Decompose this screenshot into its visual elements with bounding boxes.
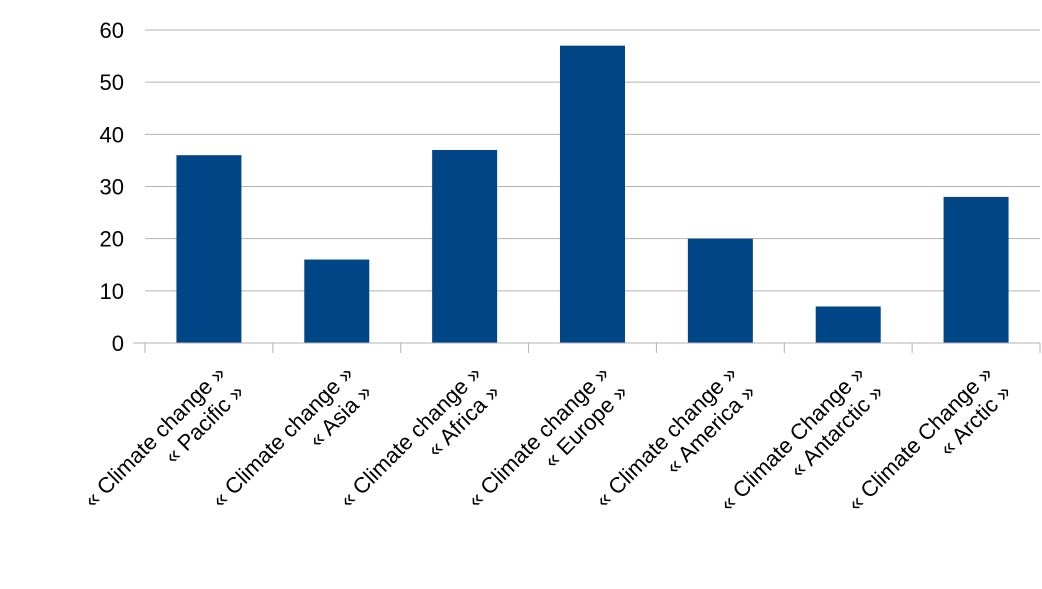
bars xyxy=(176,45,1009,344)
axes xyxy=(133,342,1041,353)
y-tick-label: 40 xyxy=(100,122,124,147)
y-tick-label: 20 xyxy=(100,227,124,252)
bar-1 xyxy=(304,259,370,343)
bar-5 xyxy=(815,306,881,343)
bar-0 xyxy=(176,155,242,343)
y-tick-label: 0 xyxy=(112,331,124,356)
bar-2 xyxy=(432,149,498,343)
bar-3 xyxy=(560,45,625,344)
y-tick-labels: 0 10 20 30 40 50 60 xyxy=(100,18,124,356)
x-tick-labels: « Climate change »« Pacific »« Climate c… xyxy=(79,361,1016,516)
y-tick-label: 60 xyxy=(100,18,124,43)
y-tick-label: 50 xyxy=(100,70,124,95)
y-tick-label: 30 xyxy=(100,175,124,200)
bar-4 xyxy=(687,238,753,343)
y-tick-label: 10 xyxy=(100,279,124,304)
bar-6 xyxy=(943,196,1009,343)
